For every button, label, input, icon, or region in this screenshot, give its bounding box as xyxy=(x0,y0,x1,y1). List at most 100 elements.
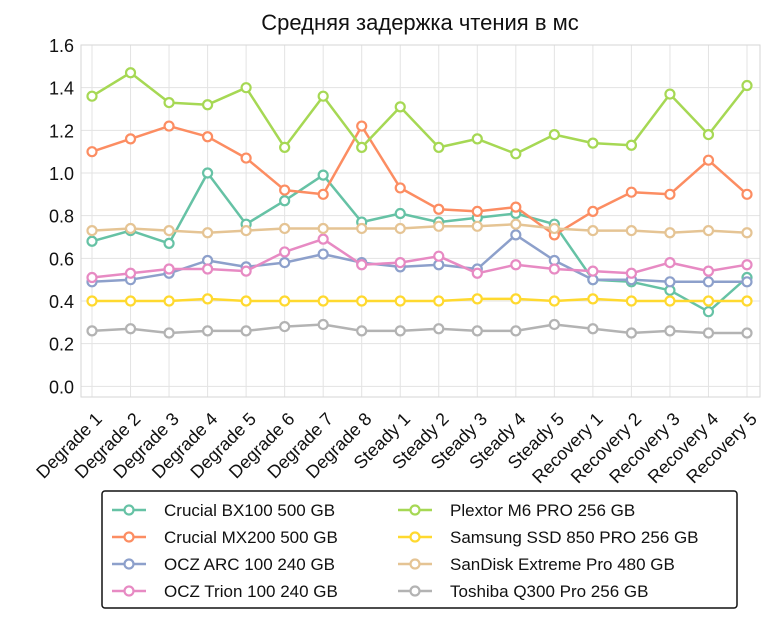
series-0 xyxy=(86,167,753,318)
legend-label: Plextor M6 PRO 256 GB xyxy=(450,501,635,520)
data-point xyxy=(587,293,599,305)
data-point xyxy=(201,167,214,179)
series-line xyxy=(91,124,748,237)
data-point xyxy=(356,295,368,307)
series-3 xyxy=(86,233,753,284)
legend-label: OCZ ARC 100 240 GB xyxy=(164,555,335,574)
data-point xyxy=(702,306,715,318)
data-point xyxy=(201,131,214,143)
data-point xyxy=(741,259,753,271)
data-point xyxy=(510,201,522,213)
data-point xyxy=(471,293,483,305)
data-point xyxy=(510,148,522,160)
y-tick-label: 0.0 xyxy=(49,377,74,397)
series-line xyxy=(92,297,747,303)
legend-item: OCZ ARC 100 240 GB xyxy=(112,555,335,574)
data-point xyxy=(664,276,676,288)
data-point xyxy=(625,139,638,151)
series-layer xyxy=(86,67,753,339)
data-point xyxy=(433,220,445,232)
data-point xyxy=(86,235,98,247)
data-point xyxy=(394,207,406,220)
data-point xyxy=(86,325,98,337)
data-point xyxy=(124,323,137,335)
data-point xyxy=(317,188,329,200)
data-point xyxy=(702,154,715,166)
legend-label: Crucial BX100 500 GB xyxy=(164,501,335,520)
data-point xyxy=(625,327,638,339)
data-point xyxy=(86,90,98,102)
data-point xyxy=(471,205,483,217)
data-point xyxy=(317,222,329,235)
legend-item: Crucial MX200 500 GB xyxy=(112,528,338,547)
data-point xyxy=(702,276,715,288)
data-point xyxy=(163,327,175,339)
data-point xyxy=(356,141,368,153)
legend-label: Toshiba Q300 Pro 256 GB xyxy=(450,582,648,601)
data-point xyxy=(356,259,368,271)
data-point xyxy=(240,82,252,94)
data-point xyxy=(356,120,368,132)
data-point xyxy=(124,133,137,145)
data-point xyxy=(163,225,175,237)
legend-label: OCZ Trion 100 240 GB xyxy=(164,582,338,601)
data-point xyxy=(702,265,715,277)
legend-marker xyxy=(123,504,135,516)
data-point xyxy=(664,188,676,200)
data-point xyxy=(279,321,291,333)
data-point xyxy=(317,233,329,245)
data-point xyxy=(510,293,522,305)
data-point xyxy=(471,267,483,279)
series-6 xyxy=(86,218,753,239)
data-point xyxy=(201,325,214,337)
data-point xyxy=(279,222,291,235)
data-point xyxy=(163,237,175,249)
grid xyxy=(81,44,760,397)
data-point xyxy=(279,184,291,196)
data-point xyxy=(86,225,98,237)
y-tick-label: 1.0 xyxy=(49,164,74,184)
data-point xyxy=(394,295,406,307)
data-point xyxy=(201,227,214,239)
data-point xyxy=(702,225,715,237)
data-point xyxy=(587,265,599,277)
legend-label: SanDisk Extreme Pro 480 GB xyxy=(450,555,675,574)
data-point xyxy=(510,218,522,230)
data-point xyxy=(394,257,406,269)
data-point xyxy=(587,205,599,217)
series-line xyxy=(91,71,748,156)
plot-area xyxy=(80,44,761,398)
data-point xyxy=(548,295,560,307)
data-point xyxy=(702,295,715,307)
data-point xyxy=(356,325,368,337)
data-point xyxy=(433,250,445,262)
data-point xyxy=(664,325,676,337)
legend-marker xyxy=(409,585,421,597)
series-line xyxy=(91,171,748,313)
data-point xyxy=(279,246,291,258)
y-tick-label: 0.2 xyxy=(49,335,74,355)
data-point xyxy=(587,323,599,335)
data-point xyxy=(201,99,214,111)
data-point xyxy=(124,67,137,79)
legend-marker xyxy=(409,531,421,543)
legend-marker xyxy=(123,531,135,543)
data-point xyxy=(741,188,753,200)
y-tick-label: 0.6 xyxy=(49,249,74,269)
data-point xyxy=(124,267,137,279)
data-point xyxy=(317,295,329,307)
data-point xyxy=(471,133,483,145)
legend-marker xyxy=(409,558,421,570)
chart-title: Средняя задержка чтения в мс xyxy=(261,10,579,35)
data-point xyxy=(240,325,252,337)
data-point xyxy=(625,267,638,279)
data-point xyxy=(702,129,715,141)
data-point xyxy=(394,325,406,337)
data-point xyxy=(664,227,676,239)
legend-label: Crucial MX200 500 GB xyxy=(164,528,338,547)
data-point xyxy=(548,129,560,141)
data-point xyxy=(317,90,329,102)
data-point xyxy=(548,263,560,275)
data-point xyxy=(163,295,175,307)
